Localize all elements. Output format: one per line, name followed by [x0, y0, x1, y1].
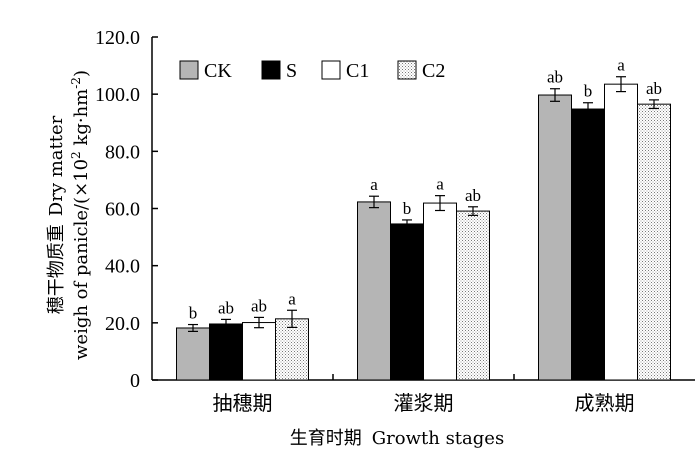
significance-label: a — [370, 175, 378, 194]
legend-swatch-ck — [179, 60, 199, 80]
significance-label: a — [617, 56, 625, 75]
bar-c1 — [604, 83, 638, 381]
x-category-label: 抽穗期 — [213, 391, 273, 415]
legend-swatch-c1 — [321, 60, 341, 80]
y-axis-title-en-4: ) — [71, 70, 92, 77]
legend-label-c2: C2 — [422, 60, 445, 82]
legend-swatch-c2 — [397, 60, 417, 80]
bar-c2 — [637, 103, 671, 381]
bar-ck — [176, 327, 210, 381]
bar-s — [209, 323, 243, 381]
y-axis-title: 穗干物质重 Dry matter — [46, 115, 67, 314]
y-axis-title-en-3: kg·hm — [71, 89, 92, 152]
legend-swatch-s — [261, 60, 281, 80]
x-category-label: 灌浆期 — [394, 391, 454, 415]
significance-label: ab — [465, 186, 481, 205]
y-tick-label: 120.0 — [95, 27, 140, 49]
bar-ck — [357, 201, 391, 381]
y-axis-title-en-1: Dry matter — [46, 115, 67, 216]
legend: CK S C1 C2 — [179, 60, 445, 82]
significance-label: a — [288, 289, 296, 308]
significance-label: ab — [251, 296, 267, 315]
y-tick-label: 60.0 — [105, 199, 140, 221]
x-axis-title: 生育时期 Growth stages — [290, 428, 504, 449]
y-tick-label: 100.0 — [95, 84, 140, 106]
y-tick-label: 0 — [130, 370, 140, 392]
y-axis-title-cn: 穗干物质重 — [46, 224, 67, 314]
legend-label-s: S — [286, 60, 297, 82]
bar-c2 — [456, 210, 490, 381]
significance-label: b — [584, 82, 593, 101]
significance-label: a — [436, 175, 444, 194]
significance-label: ab — [218, 298, 234, 317]
bar-c1 — [423, 202, 457, 381]
significance-label: ab — [547, 68, 563, 87]
y-axis-title-sup-2: -2 — [69, 77, 83, 89]
y-tick-label: 80.0 — [105, 141, 140, 163]
y-tick-label: 20.0 — [105, 313, 140, 335]
bar-s — [390, 223, 424, 381]
bar-s — [571, 108, 605, 381]
x-axis-title-cn: 生育时期 — [290, 428, 362, 449]
legend-label-c1: C1 — [346, 60, 369, 82]
y-axis-title-line2: weigh of panicle/(×102 kg·hm-2) — [69, 70, 92, 360]
y-axis-title-en-2: weigh of panicle/(×10 — [71, 159, 92, 360]
bar-c1 — [242, 322, 276, 381]
y-axis-title-sup-1: 2 — [69, 151, 83, 159]
x-axis-title-en: Growth stages — [372, 428, 504, 449]
significance-label: b — [403, 199, 412, 218]
x-category-label: 成熟期 — [575, 391, 635, 415]
y-tick-label: 40.0 — [105, 256, 140, 278]
significance-label: b — [189, 304, 198, 323]
significance-label: ab — [646, 79, 662, 98]
bar-ck — [538, 94, 572, 381]
legend-label-ck: CK — [204, 60, 232, 82]
bar-c2 — [275, 318, 309, 381]
